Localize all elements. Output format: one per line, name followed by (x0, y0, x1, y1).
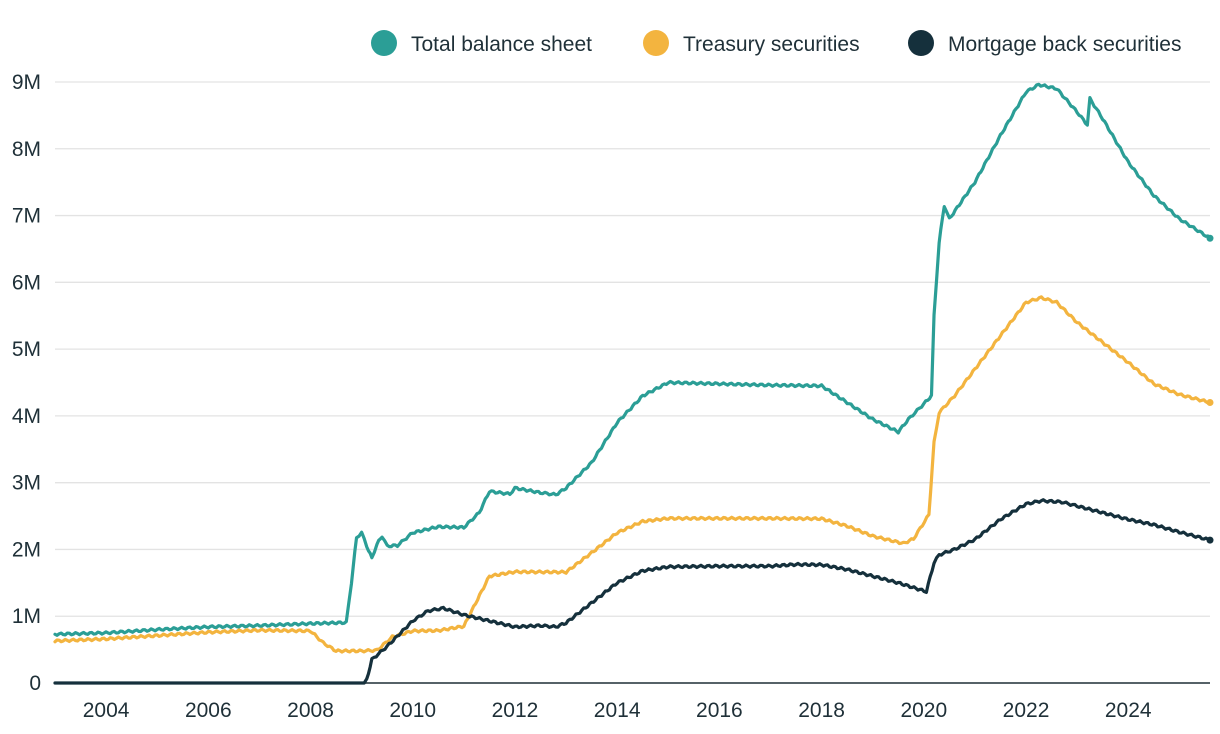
x-tick-label: 2018 (798, 699, 845, 722)
legend-label: Treasury securities (683, 33, 860, 56)
y-tick-label: 8M (12, 138, 41, 161)
y-tick-label: 1M (12, 605, 41, 628)
y-tick-label: 4M (12, 405, 41, 428)
series-line-treasury-securities (53, 295, 1212, 654)
x-tick-label: 2006 (185, 699, 232, 722)
y-tick-label: 5M (12, 338, 41, 361)
legend: Total balance sheet Treasury securities Mo… (371, 30, 1181, 56)
y-tick-label: 7M (12, 205, 41, 228)
legend-label: Total balance sheet (411, 33, 592, 56)
series-lines (53, 82, 1214, 685)
y-tick-label: 6M (12, 271, 41, 294)
legend-swatch (643, 30, 669, 56)
legend-swatch (908, 30, 934, 56)
x-tick-label: 2024 (1105, 699, 1152, 722)
y-tick-label: 0 (29, 672, 41, 695)
y-tick-label: 2M (12, 538, 41, 561)
legend-label: Mortgage back securities (948, 33, 1181, 56)
legend-swatch (371, 30, 397, 56)
x-tick-label: 2010 (389, 699, 436, 722)
x-tick-label: 2022 (1003, 699, 1050, 722)
y-axis: 0 1M 2M 3M 4M 5M 6M 7M 8M 9M (12, 71, 41, 695)
series-end-point (1206, 234, 1214, 242)
x-tick-label: 2020 (900, 699, 947, 722)
series-end-point (1206, 399, 1214, 407)
y-tick-label: 9M (12, 71, 41, 94)
x-tick-label: 2012 (492, 699, 539, 722)
x-tick-label: 2008 (287, 699, 334, 722)
y-tick-label: 3M (12, 472, 41, 495)
x-axis: 2004 2006 2008 2010 2012 2014 2016 2018 2020 2022… (83, 699, 1152, 722)
series-line-total-balance-sheet (53, 82, 1212, 637)
x-tick-label: 2004 (83, 699, 130, 722)
series-end-point (1206, 536, 1214, 544)
x-tick-label: 2016 (696, 699, 743, 722)
gridlines (55, 81, 1210, 684)
series-line-mortgage-back-securities (53, 498, 1212, 685)
x-tick-label: 2014 (594, 699, 641, 722)
